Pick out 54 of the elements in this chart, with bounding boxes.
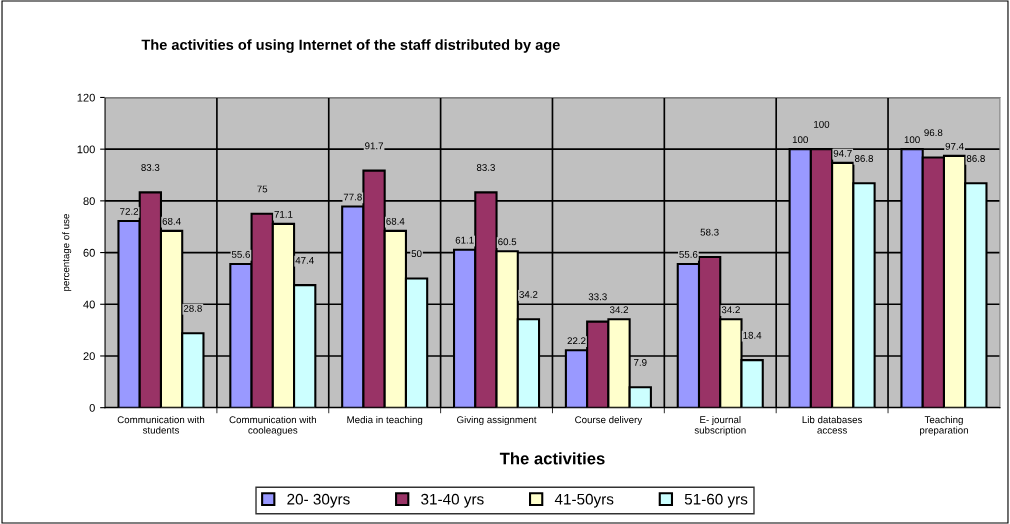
- data-label: 55.6: [679, 250, 698, 258]
- x-tick-label: Communication with students: [117, 416, 205, 434]
- data-label: 77.8: [343, 193, 362, 201]
- data-label: 100: [814, 120, 830, 128]
- y-tick-label: 40: [83, 300, 95, 309]
- data-label: 34.2: [609, 306, 628, 314]
- x-tick-label: Giving assignment: [457, 416, 537, 426]
- x-tick-label: E- journal subscription: [694, 416, 746, 436]
- x-tick-label: Communication with cooleagues: [229, 416, 316, 436]
- data-label: 28.8: [183, 304, 202, 312]
- data-label: 22.2: [567, 337, 586, 345]
- data-label: 97.4: [945, 142, 964, 150]
- data-label: 34.2: [721, 306, 740, 314]
- data-label: 100: [904, 136, 920, 144]
- data-label: 58.3: [700, 228, 719, 236]
- data-label: 94.7: [833, 149, 852, 157]
- x-axis-title: The activities: [499, 452, 605, 465]
- y-tick-label: 80: [83, 197, 95, 205]
- data-label: 83.3: [476, 164, 495, 171]
- data-label: 47.4: [295, 256, 314, 264]
- y-axis-title: percentage of use: [62, 214, 72, 291]
- chart-title: The activities of using Internet of the staff distributed by age: [141, 39, 560, 53]
- data-label: 34.2: [519, 291, 538, 298]
- data-label: 7.9: [634, 359, 647, 366]
- legend-label: 41-50yrs: [554, 493, 614, 508]
- legend-label: 51-60 yrs: [684, 493, 748, 508]
- data-label: 75: [257, 185, 268, 193]
- data-label: 68.4: [386, 217, 405, 225]
- data-label: 72.2: [120, 208, 139, 215]
- data-label: 50: [411, 250, 422, 258]
- x-tick-label: Lib databases access: [802, 416, 863, 434]
- x-tick-label: Course delivery: [575, 416, 643, 426]
- y-tick-label: 60: [83, 248, 95, 257]
- data-label: 83.3: [141, 164, 160, 171]
- data-label: 33.3: [588, 293, 607, 301]
- x-tick-label: Teaching preparation: [920, 416, 968, 436]
- data-label: 55.6: [231, 250, 250, 258]
- data-label: 61.1: [455, 236, 474, 244]
- data-label: 71.1: [274, 211, 293, 218]
- data-label: 91.7: [365, 142, 384, 150]
- x-tick-label: Media in teaching: [347, 416, 423, 426]
- y-tick-label: 120: [77, 93, 95, 102]
- data-label: 60.5: [498, 238, 517, 246]
- y-tick-label: 20: [83, 352, 95, 361]
- legend-label: 31-40 yrs: [421, 493, 484, 508]
- data-label: 18.4: [743, 331, 762, 339]
- data-label: 100: [792, 136, 808, 144]
- y-tick-label: 0: [89, 403, 95, 412]
- legend-label: 20- 30yrs: [287, 493, 350, 508]
- data-label: 86.8: [966, 155, 985, 162]
- data-label: 96.8: [924, 129, 943, 137]
- data-label: 68.4: [162, 217, 181, 225]
- y-tick-label: 100: [77, 145, 95, 154]
- data-label: 86.8: [854, 155, 874, 162]
